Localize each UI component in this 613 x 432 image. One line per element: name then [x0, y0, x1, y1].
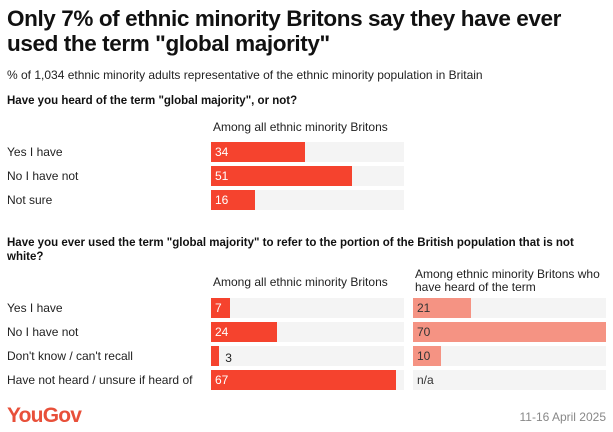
bar	[413, 346, 441, 366]
bar	[211, 190, 256, 210]
row-label: Not sure	[7, 193, 53, 207]
chart-title: Only 7% of ethnic minority Britons say t…	[7, 6, 561, 56]
bar	[211, 166, 352, 186]
bar	[211, 346, 220, 366]
bar-track: 67	[211, 370, 404, 390]
row-label: Yes I have	[7, 301, 63, 315]
bar-track: 10	[413, 346, 606, 366]
q2-column-header-1: Among all ethnic minority Britons	[213, 275, 388, 289]
question-2-title: Have you ever used the term "global majo…	[7, 237, 574, 263]
data-label: n/a	[417, 373, 434, 387]
bar	[413, 298, 471, 318]
q2-column-header-2: Among ethnic minority Britons who have h…	[415, 267, 600, 294]
bar-track: 21	[413, 298, 606, 318]
row-label: Yes I have	[7, 145, 63, 159]
row-label: No I have not	[7, 169, 79, 183]
data-label: 16	[215, 193, 229, 207]
data-label: 21	[417, 301, 431, 315]
data-label: 70	[417, 325, 431, 339]
chart-subtitle: % of 1,034 ethnic minority adults repres…	[7, 68, 483, 82]
data-label: 7	[215, 301, 222, 315]
bar-track: 3	[211, 346, 404, 366]
bar	[211, 322, 278, 342]
bar	[211, 142, 305, 162]
yougov-logo: YouGov	[7, 404, 82, 427]
fieldwork-date: 11-16 April 2025	[519, 410, 606, 424]
data-label: 10	[417, 349, 431, 363]
bar-track: 7	[211, 298, 404, 318]
bar-track: n/a	[413, 370, 606, 390]
question-1-title: Have you heard of the term "global major…	[7, 95, 298, 107]
bar	[413, 322, 606, 342]
data-label: 34	[215, 145, 229, 159]
bar-track: 51	[211, 166, 404, 186]
row-label: Have not heard / unsure if heard of	[7, 373, 193, 387]
data-label: 67	[215, 373, 229, 387]
bar	[211, 370, 396, 390]
row-label: No I have not	[7, 325, 79, 339]
q1-column-header: Among all ethnic minority Britons	[213, 120, 388, 134]
bar	[211, 298, 231, 318]
bar-track: 70	[413, 322, 606, 342]
data-label: 51	[215, 169, 229, 183]
data-label: 3	[225, 351, 232, 365]
bar-track: 16	[211, 190, 404, 210]
row-label: Don't know / can't recall	[7, 349, 133, 363]
bar-track: 34	[211, 142, 404, 162]
data-label: 24	[215, 325, 229, 339]
bar-track: 24	[211, 322, 404, 342]
